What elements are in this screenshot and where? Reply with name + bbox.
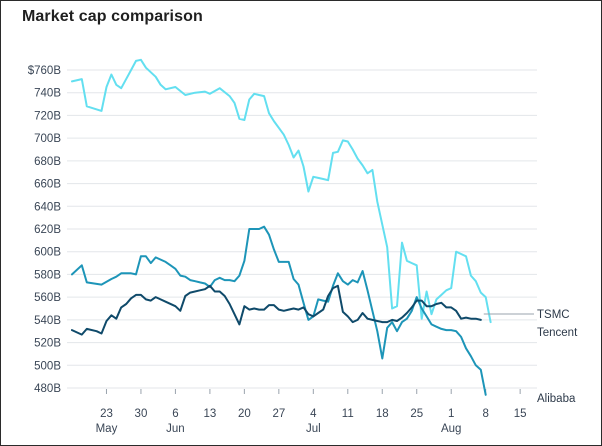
y-tick-label: 640B bbox=[34, 201, 61, 213]
x-tick-label: 23 bbox=[100, 408, 113, 420]
y-tick-label: 560B bbox=[34, 292, 61, 304]
x-tick-label: 8 bbox=[482, 408, 488, 420]
y-tick-label: 720B bbox=[34, 110, 61, 122]
x-tick-label: 30 bbox=[135, 408, 148, 420]
x-tick-label: 13 bbox=[203, 408, 216, 420]
month-label: Jun bbox=[166, 423, 185, 435]
chart-title: Market cap comparison bbox=[22, 8, 203, 25]
x-tick-label: 25 bbox=[410, 408, 423, 420]
month-label: Jul bbox=[306, 423, 321, 435]
legend-label-alibaba: Alibaba bbox=[537, 393, 576, 405]
y-tick-label: $760B bbox=[28, 65, 62, 77]
y-tick-label: 660B bbox=[34, 179, 61, 191]
x-axis-labels: 23 30 6 13 20 27 4 11 18 25 1 8 15 bbox=[100, 408, 526, 420]
grid-lines bbox=[67, 69, 537, 389]
x-tick-label: 11 bbox=[342, 408, 354, 420]
series-line-tsmc bbox=[71, 284, 482, 336]
x-tick-label: 18 bbox=[376, 408, 389, 420]
series-line-tencent bbox=[71, 225, 487, 396]
y-tick-label: 580B bbox=[34, 269, 61, 281]
y-tick-label: 480B bbox=[34, 383, 61, 395]
x-tick-label: 27 bbox=[272, 408, 285, 420]
y-tick-label: 740B bbox=[34, 88, 61, 100]
y-tick-label: 600B bbox=[34, 247, 61, 259]
y-tick-label: 520B bbox=[34, 338, 61, 350]
y-tick-label: 500B bbox=[34, 360, 61, 372]
y-axis-labels: 480B 500B 520B 540B 560B 580B 600B 620B 640B 660B… bbox=[28, 65, 62, 395]
series-lines bbox=[71, 58, 492, 396]
x-axis-ticks bbox=[105, 389, 521, 394]
legend-labels: TSMC Tencent Alibaba bbox=[483, 309, 578, 405]
x-tick-label: 1 bbox=[448, 408, 454, 420]
legend-label-tsmc: TSMC bbox=[537, 309, 570, 321]
month-labels: May Jun Jul Aug bbox=[96, 423, 462, 435]
month-label: Aug bbox=[441, 423, 461, 435]
series-line-alibaba bbox=[71, 58, 492, 324]
x-tick-label: 6 bbox=[172, 408, 178, 420]
x-tick-label: 4 bbox=[310, 408, 317, 420]
x-tick-label: 15 bbox=[514, 408, 527, 420]
legend-label-tencent: Tencent bbox=[537, 327, 578, 339]
x-tick-label: 20 bbox=[238, 408, 251, 420]
month-label: May bbox=[96, 423, 118, 435]
y-tick-label: 700B bbox=[34, 133, 61, 145]
y-tick-label: 680B bbox=[34, 156, 61, 168]
y-tick-label: 540B bbox=[34, 315, 61, 327]
y-tick-label: 620B bbox=[34, 224, 61, 236]
